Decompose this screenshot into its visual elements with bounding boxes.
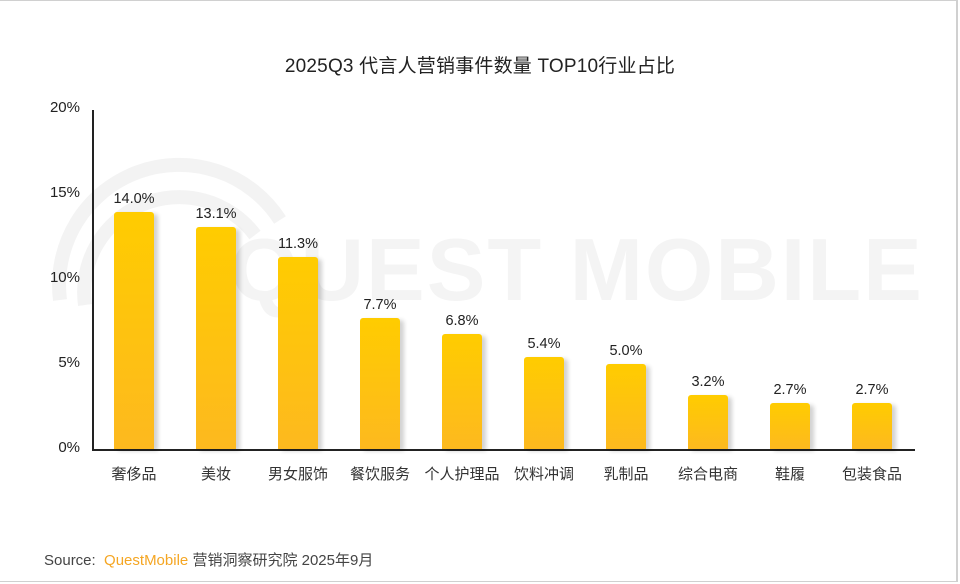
x-tick-label: 乳制品 (603, 466, 649, 483)
y-tick-label: 10% (49, 269, 80, 286)
bar (114, 211, 154, 449)
x-tick-label: 美妆 (200, 466, 231, 483)
x-tick-label: 鞋履 (774, 466, 805, 483)
x-tick-label: 包装食品 (841, 466, 902, 483)
bar-value-label: 5.4% (527, 336, 561, 353)
y-tick-label: 5% (58, 354, 80, 371)
bar-value-label: 2.7% (773, 382, 807, 399)
bar (278, 257, 318, 449)
chart-title: 2025Q3 代言人营销事件数量 TOP10行业占比 (284, 56, 676, 77)
x-tick-label: 男女服饰 (267, 466, 328, 483)
y-tick-label: 0% (58, 439, 80, 456)
bar-value-label: 7.7% (363, 297, 397, 314)
x-axis-line (92, 449, 915, 451)
bar (524, 357, 564, 449)
y-tick-label: 20% (49, 99, 80, 116)
bar-value-label: 13.1% (195, 205, 237, 222)
x-tick-label: 奢侈品 (111, 466, 157, 483)
source-note: Source: QuestMobile 营销洞察研究院 2025年9月 (44, 549, 373, 570)
bar (196, 226, 236, 449)
x-tick-label: 综合电商 (677, 466, 738, 483)
x-tick-label: 饮料冲调 (513, 466, 574, 483)
source-brand: QuestMobile (104, 552, 189, 569)
bar (606, 364, 646, 449)
bar (442, 333, 482, 449)
bar-value-label: 6.8% (445, 312, 479, 329)
bar-value-label: 5.0% (609, 343, 643, 360)
bar-value-label: 2.7% (855, 382, 889, 399)
source-suffix: 营销洞察研究院 2025年9月 (192, 552, 374, 569)
y-tick-label: 15% (49, 184, 80, 201)
bar-value-label: 3.2% (691, 373, 725, 390)
source-prefix: Source: (44, 552, 96, 569)
y-axis-line (92, 110, 94, 450)
questmobile-watermark-icon: QUEST MOBILE (52, 157, 924, 319)
bar (360, 318, 400, 449)
bar-value-label: 11.3% (277, 236, 319, 253)
bar (688, 394, 728, 449)
x-tick-label: 餐饮服务 (349, 466, 410, 483)
bar-value-label: 14.0% (113, 190, 155, 207)
x-tick-label: 个人护理品 (424, 466, 500, 483)
svg-text:QUEST MOBILE: QUEST MOBILE (230, 220, 924, 319)
bar (770, 403, 810, 449)
bar (852, 403, 892, 449)
